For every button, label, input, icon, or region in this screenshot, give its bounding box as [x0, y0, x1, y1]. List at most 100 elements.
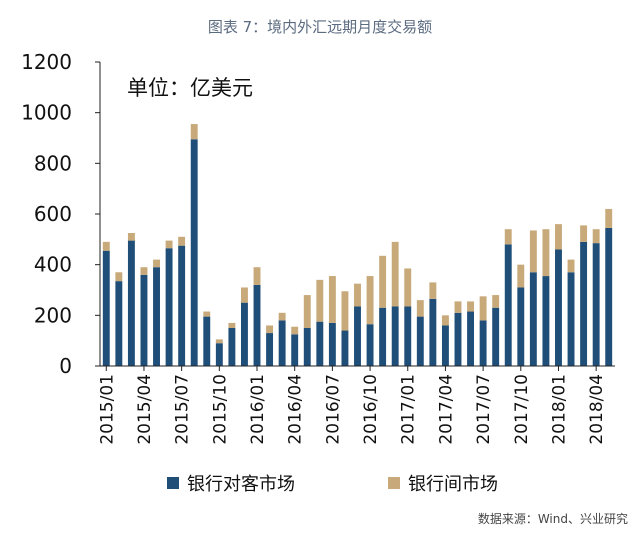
bar-segment-series2: [203, 311, 211, 317]
x-tick-label: 2016/10: [361, 374, 381, 445]
x-tick-label: 2016/01: [248, 374, 268, 445]
bar-segment-series1: [429, 298, 437, 366]
y-tick-label: 1200: [21, 50, 72, 74]
bar-segment-series2: [102, 241, 110, 251]
bar-segment-series1: [203, 316, 211, 366]
legend-swatch-series1: [167, 477, 179, 489]
bar-segment-series1: [215, 343, 223, 366]
bar-segment-series1: [404, 306, 412, 366]
bar-segment-series1: [278, 320, 286, 366]
bar-segment-series1: [127, 240, 135, 366]
legend-swatch-series2: [388, 477, 400, 489]
x-tick-label: 2017/07: [474, 374, 494, 445]
bar-segment-series1: [416, 316, 424, 366]
bar-segment-series2: [467, 301, 475, 312]
bar-segment-series2: [303, 295, 311, 328]
bar-segment-series1: [178, 245, 186, 366]
bar-segment-series1: [479, 320, 487, 366]
x-axis: 2015/01 2015/04 2015/07 2015/10 2016/01 2016/…: [97, 365, 615, 445]
bar-segment-series2: [429, 282, 437, 299]
bar-segment-series2: [416, 300, 424, 317]
bar-segment-series2: [366, 276, 374, 325]
bar-segment-series2: [165, 240, 173, 249]
bar-segment-series1: [140, 274, 148, 366]
bar-segment-series2: [441, 315, 449, 326]
bar-segment-series1: [542, 276, 550, 366]
x-tick-label: 2016/07: [323, 374, 343, 445]
legend-item-series2: 银行间市场: [388, 470, 498, 496]
bar-segment-series1: [303, 328, 311, 366]
chart-title: 图表 7：境内外汇远期月度交易额: [207, 18, 433, 36]
x-tick-label: 2015/10: [210, 374, 230, 445]
bar-segment-series1: [341, 330, 349, 366]
bar-segment-series2: [504, 229, 512, 245]
bar-segment-series1: [328, 322, 336, 366]
bar-segment-series1: [454, 312, 462, 366]
bar-segment-series2: [379, 255, 387, 308]
bar-segment-series2: [605, 208, 613, 228]
bar-segment-series1: [555, 249, 562, 366]
bar-segment-series2: [580, 225, 588, 242]
y-tick-label: 0: [59, 354, 72, 378]
bar-segment-series1: [240, 302, 248, 366]
bar-segment-series2: [266, 325, 274, 334]
bar-segment-series2: [291, 326, 299, 335]
bar-segment-series1: [492, 307, 500, 366]
bar-segment-series2: [517, 264, 525, 288]
bar-segment-series2: [215, 339, 223, 344]
y-tick-label: 800: [34, 151, 72, 175]
bar-segment-series2: [228, 322, 236, 328]
unit-label: 单位：亿美元: [127, 76, 253, 100]
bar-segment-series1: [153, 267, 160, 366]
bar-segment-series1: [529, 272, 537, 366]
legend-label-series1: 银行对客市场: [187, 474, 295, 495]
x-tick-label: 2015/01: [97, 374, 117, 445]
bar-segment-series2: [529, 230, 537, 273]
bar-segment-series1: [580, 241, 588, 366]
source-note: 数据来源：Wind、兴业研究: [477, 512, 628, 526]
bar-segment-series1: [467, 311, 475, 366]
bars: [102, 124, 613, 366]
bar-segment-series2: [542, 229, 550, 277]
bar-segment-series2: [316, 279, 324, 322]
legend-item-series1: 银行对客市场: [167, 470, 295, 496]
bar-segment-series2: [555, 224, 562, 250]
bar-segment-series1: [517, 287, 525, 366]
bar-segment-series2: [127, 233, 135, 241]
bar-segment-series1: [266, 333, 274, 366]
bar-segment-series1: [504, 244, 512, 366]
y-axis: 0 200 400 600 800 1000 1200: [21, 50, 101, 378]
bar-segment-series2: [341, 291, 349, 331]
bar-segment-series2: [567, 259, 575, 273]
x-tick-label: 2017/01: [399, 374, 419, 445]
bar-segment-series2: [115, 272, 123, 282]
bar-segment-series2: [479, 296, 487, 321]
bar-segment-series2: [253, 267, 261, 285]
y-tick-label: 400: [34, 253, 72, 277]
bar-segment-series1: [354, 306, 361, 366]
bar-segment-series2: [190, 124, 198, 140]
bar-segment-series1: [115, 281, 123, 366]
bar-segment-series2: [454, 301, 462, 313]
bar-segment-series1: [253, 284, 261, 366]
x-tick-label: 2017/10: [512, 374, 532, 445]
bar-segment-series2: [592, 229, 600, 244]
y-tick-label: 600: [34, 202, 72, 226]
bar-segment-series2: [140, 267, 148, 275]
bar-segment-series2: [391, 241, 399, 307]
bar-segment-series2: [354, 283, 361, 307]
legend: 银行对客市场 银行间市场: [0, 470, 640, 496]
bar-segment-series1: [165, 248, 173, 366]
bar-segment-series1: [391, 306, 399, 366]
bar-segment-series1: [441, 325, 449, 366]
x-tick-label: 2017/04: [436, 374, 456, 445]
x-tick-label: 2018/01: [549, 374, 569, 445]
bar-segment-series1: [190, 139, 198, 366]
x-tick-label: 2015/04: [135, 374, 155, 445]
bar-segment-series2: [492, 295, 500, 308]
bar-segment-series1: [379, 307, 387, 366]
bar-segment-series1: [567, 272, 575, 366]
x-tick-label: 2018/04: [587, 374, 607, 445]
x-tick-label: 2015/07: [173, 374, 193, 445]
